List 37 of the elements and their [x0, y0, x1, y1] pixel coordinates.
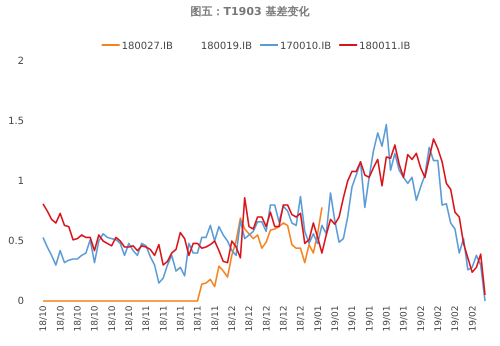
- y-tick-label: 1.5: [8, 116, 24, 128]
- x-tick-label: 18/11: [142, 306, 152, 332]
- legend-label: 180027.IB: [122, 41, 173, 52]
- x-tick-label: 18/10: [90, 305, 101, 332]
- x-tick-label: 18/12: [245, 306, 256, 332]
- x-tick-label: 19/02: [468, 306, 478, 332]
- legend-label: 170010.IB: [280, 41, 332, 52]
- x-tick-label: 19/01: [365, 306, 376, 332]
- text: 180019.IB: [200, 41, 252, 52]
- y-tick-label: 2: [18, 56, 24, 68]
- x-tick-label: 19/02: [434, 306, 444, 332]
- x-tick-label: 18/11: [176, 306, 186, 332]
- x-tick-label: 18/10: [56, 305, 66, 332]
- x-tick-label: 18/12: [279, 306, 290, 332]
- x-tick-label: 18/12: [262, 306, 272, 332]
- x-tick-label: 19/01: [314, 306, 324, 332]
- x-tick-label: 19/02: [416, 306, 427, 332]
- x-tick-label: 19/01: [330, 306, 341, 332]
- legend-label: 180011.IB: [359, 41, 410, 52]
- x-tick-label: 19/02: [451, 306, 462, 332]
- y-tick-label: 0.5: [8, 236, 24, 248]
- x-tick-label: 18/10: [124, 305, 135, 332]
- x-tick-label: 19/01: [382, 306, 392, 332]
- chart-title: 图五：T1903 基差变化: [190, 5, 310, 18]
- line-series: [42, 206, 323, 302]
- x-tick-label: 18/10: [39, 305, 50, 332]
- x-tick-label: 18/11: [210, 306, 221, 332]
- y-tick-label: 1: [18, 176, 24, 188]
- x-tick-label: 18/12: [296, 306, 307, 332]
- y-tick-label: 0: [18, 296, 24, 308]
- x-tick-label: 19/01: [400, 306, 410, 332]
- x-tick-label: 18/10: [73, 305, 84, 332]
- x-tick-label: 18/11: [159, 306, 170, 332]
- x-tick-label: 19/01: [348, 306, 358, 332]
- x-tick-label: 18/12: [228, 306, 238, 332]
- x-tick-label: 18/11: [194, 306, 204, 332]
- x-tick-label: 18/10: [108, 305, 118, 332]
